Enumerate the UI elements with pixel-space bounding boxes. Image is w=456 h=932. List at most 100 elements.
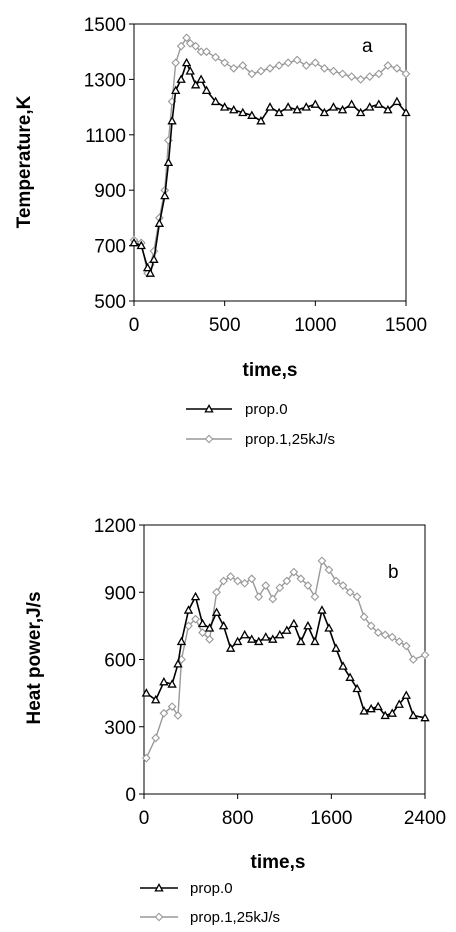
data-point <box>328 102 339 111</box>
data-point <box>337 104 348 114</box>
x-axis-title-b: time,s <box>251 852 306 873</box>
data-point <box>401 641 411 651</box>
data-point <box>268 594 278 604</box>
data-point <box>394 699 404 708</box>
data-point <box>394 637 404 646</box>
data-point <box>310 636 320 646</box>
data-point <box>225 643 236 652</box>
data-point <box>380 710 390 720</box>
data-point <box>338 581 348 590</box>
data-point <box>149 254 159 263</box>
y-tick-label: 1100 <box>85 126 126 147</box>
data-point <box>317 556 327 566</box>
data-point <box>275 583 285 593</box>
data-point <box>145 268 156 277</box>
x-tick-label: 0 <box>139 808 150 829</box>
data-point <box>176 636 187 646</box>
data-point <box>296 636 306 646</box>
data-point <box>173 659 183 668</box>
data-point <box>392 96 402 106</box>
data-point <box>229 104 239 114</box>
data-point <box>210 96 221 106</box>
x-tick-label: 1000 <box>294 315 336 336</box>
data-point <box>141 753 151 763</box>
legend-b: prop.0 prop.1,25kJ/s <box>140 880 280 926</box>
data-point <box>211 52 220 62</box>
data-point <box>338 661 348 670</box>
data-point <box>310 58 320 68</box>
legend-swatch-marker <box>154 912 164 922</box>
data-point <box>240 578 250 588</box>
data-point <box>392 63 402 73</box>
legend-a: prop.0 prop.1,25kJ/s <box>186 401 335 448</box>
data-point <box>129 237 139 247</box>
data-point <box>167 679 177 688</box>
data-point <box>233 576 243 586</box>
data-point <box>401 690 411 699</box>
data-point <box>401 69 411 79</box>
data-point <box>268 634 278 643</box>
legend-label-a-prop0: prop.0 <box>245 401 288 418</box>
data-point <box>185 39 195 48</box>
data-point <box>282 576 292 586</box>
data-point <box>197 618 208 628</box>
data-point <box>219 102 230 111</box>
data-point <box>289 618 299 628</box>
x-tick-label: 1500 <box>385 315 427 336</box>
data-point <box>171 85 181 95</box>
data-point <box>167 702 177 711</box>
data-point <box>190 591 201 601</box>
data-point <box>151 694 161 704</box>
plot-frame-a <box>133 23 407 302</box>
data-point <box>159 676 169 686</box>
data-point <box>296 574 306 584</box>
legend-swatch-marker <box>204 434 214 444</box>
data-point <box>229 63 239 73</box>
x-tick-label: 1600 <box>310 808 352 829</box>
data-point <box>401 107 411 117</box>
legend-swatch-marker <box>154 883 164 892</box>
data-point <box>232 636 243 646</box>
data-point <box>303 581 313 590</box>
plot-frame-b <box>143 524 426 795</box>
y-tick-label: 500 <box>94 292 126 313</box>
data-point <box>219 576 228 586</box>
data-point <box>171 58 181 68</box>
y-tick-label: 1500 <box>84 15 126 36</box>
data-point <box>261 581 271 590</box>
data-point <box>183 605 194 614</box>
data-point <box>185 66 195 75</box>
data-point <box>247 110 257 119</box>
data-point <box>202 47 211 57</box>
data-point <box>310 592 320 602</box>
data-point <box>275 629 285 639</box>
y-tick-label: 900 <box>94 181 126 202</box>
data-point <box>196 74 206 83</box>
data-point <box>303 620 313 630</box>
data-point <box>387 708 397 717</box>
data-point <box>329 66 338 76</box>
data-point <box>420 650 430 660</box>
data-point <box>212 587 221 597</box>
data-point <box>346 99 357 108</box>
data-point <box>352 683 362 693</box>
y-tick-label: 700 <box>94 237 126 258</box>
data-point <box>420 712 430 722</box>
data-point <box>254 636 264 646</box>
data-point <box>289 567 299 577</box>
data-point <box>238 61 248 70</box>
data-point <box>324 565 334 575</box>
data-point <box>373 628 383 637</box>
data-point <box>204 623 215 632</box>
data-point <box>317 605 327 614</box>
data-point <box>239 629 250 639</box>
data-point <box>331 576 341 586</box>
series-line <box>133 60 407 276</box>
data-point <box>149 246 159 256</box>
data-point <box>218 620 229 630</box>
data-point <box>247 69 257 79</box>
y-axis-title-b: Heat power,J/s <box>24 591 45 724</box>
series-line <box>133 36 407 277</box>
y-tick-label: 600 <box>104 651 136 672</box>
data-point <box>408 710 418 720</box>
